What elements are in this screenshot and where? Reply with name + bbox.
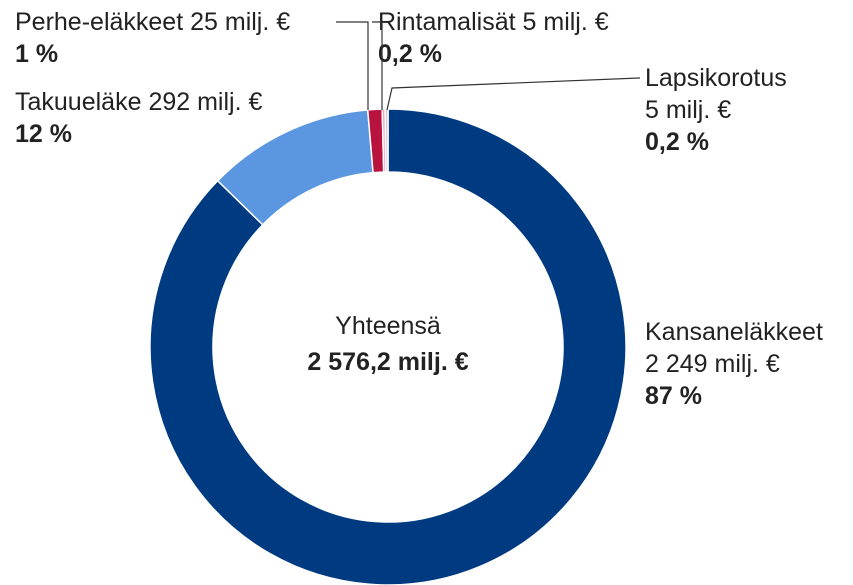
donut-slice bbox=[149, 108, 627, 585]
center-total: 2 576,2 milj. € bbox=[307, 348, 468, 376]
category-label: Kansaneläkkeet bbox=[645, 318, 823, 346]
slice-label: Perhe-eläkkeet 25 milj. € 1 % bbox=[15, 8, 290, 68]
percent-label: 12 % bbox=[15, 120, 72, 148]
value-label: 25 milj. € bbox=[190, 8, 290, 36]
leader-line bbox=[386, 77, 641, 111]
category-label: Lapsikorotus bbox=[645, 64, 787, 92]
percent-label: 1 % bbox=[15, 40, 58, 68]
donut-slice bbox=[384, 108, 389, 173]
slice-label: Rintamalisät 5 milj. € 0,2 % bbox=[378, 8, 609, 68]
leader-line bbox=[336, 21, 369, 110]
slice-label: Takuueläke 292 milj. € 12 % bbox=[15, 88, 262, 148]
percent-label: 87 % bbox=[645, 382, 702, 410]
category-label: Rintamalisät bbox=[378, 8, 516, 36]
category-value-label: Perhe-eläkkeet 25 milj. € bbox=[15, 8, 290, 36]
value-label: 5 milj. € bbox=[645, 96, 731, 124]
category-label: Perhe-eläkkeet bbox=[15, 8, 183, 36]
slice-label: Lapsikorotus 5 milj. € 0,2 % bbox=[645, 64, 787, 156]
center-title: Yhteensä bbox=[335, 312, 441, 340]
value-label: 2 249 milj. € bbox=[645, 350, 780, 378]
percent-label: 0,2 % bbox=[378, 40, 442, 68]
value-label: 5 milj. € bbox=[523, 8, 609, 36]
slice-label: Kansaneläkkeet 2 249 milj. € 87 % bbox=[645, 318, 823, 410]
value-label: 292 milj. € bbox=[148, 88, 262, 116]
category-value-label: Takuueläke 292 milj. € bbox=[15, 88, 262, 116]
category-label: Takuueläke bbox=[15, 88, 141, 116]
percent-label: 0,2 % bbox=[645, 128, 709, 156]
category-value-label: Rintamalisät 5 milj. € bbox=[378, 8, 609, 36]
leader-line bbox=[372, 21, 383, 110]
